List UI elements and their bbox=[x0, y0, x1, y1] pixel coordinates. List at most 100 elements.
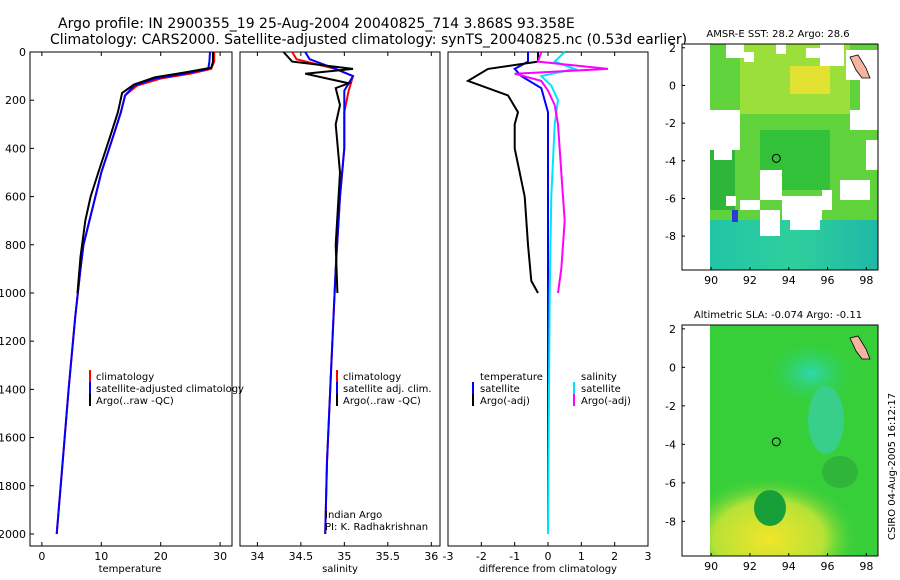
x-tick-label: 2 bbox=[611, 550, 618, 563]
temperature-xlabel: temperature bbox=[99, 564, 162, 575]
map-y-tick-label: -4 bbox=[665, 155, 676, 168]
x-tick-label: 3 bbox=[645, 550, 652, 563]
y-tick-label: 1600 bbox=[0, 432, 26, 445]
x-tick-label: -1 bbox=[509, 550, 520, 563]
salinity-legend: climatology satellite adj. clim. Argo(..… bbox=[336, 370, 432, 407]
x-tick-label: 0 bbox=[545, 550, 552, 563]
plot-title-line1: Argo profile: IN 2900355_19 25-Aug-2004 … bbox=[58, 16, 575, 32]
annotation-indian-argo: Indian Argo bbox=[325, 510, 382, 521]
depth-axis: 0 200 400 600 800 1000 1200 1400 1600 1800 2000 bbox=[0, 46, 34, 541]
series-line bbox=[55, 52, 216, 535]
x-tick-label: 10 bbox=[94, 550, 108, 563]
y-tick-label: 400 bbox=[5, 142, 26, 155]
legend-heading-salinity: salinity bbox=[581, 372, 617, 383]
y-tick-label: 1200 bbox=[0, 335, 26, 348]
island-landmass bbox=[849, 54, 871, 79]
series-line bbox=[76, 52, 214, 294]
map-x-tick-label: 98 bbox=[859, 274, 873, 287]
x-tick-label: -2 bbox=[476, 550, 487, 563]
map-y-tick-label: -2 bbox=[665, 400, 676, 413]
series-line bbox=[513, 52, 549, 534]
map-y-tick-label: -8 bbox=[665, 515, 676, 528]
x-tick-label: 34 bbox=[250, 550, 264, 563]
y-tick-label: 0 bbox=[19, 46, 26, 59]
x-tick-label: 20 bbox=[154, 550, 168, 563]
sst-map-panel: AMSR-E SST: 28.2 Argo: 28.6 bbox=[665, 29, 879, 287]
sst-heatmap bbox=[682, 44, 878, 270]
map-x-tick-label: 94 bbox=[782, 560, 796, 573]
x-tick-label: 35 bbox=[337, 550, 351, 563]
sst-map-frame bbox=[681, 43, 879, 271]
difference-xlabel: difference from climatology bbox=[479, 564, 617, 575]
map-y-tick-label: -2 bbox=[665, 117, 676, 130]
sla-heatmap bbox=[682, 325, 878, 556]
x-tick-label: 0 bbox=[38, 550, 45, 563]
legend-label-satellite: satellite adj. clim. bbox=[343, 384, 432, 395]
map-y-tick-label: -6 bbox=[665, 192, 676, 205]
map-y-tick-label: -8 bbox=[665, 230, 676, 243]
series-line bbox=[282, 51, 354, 294]
sst-map-title: AMSR-E SST: 28.2 Argo: 28.6 bbox=[706, 29, 849, 40]
legend-label-climatology: climatology bbox=[96, 372, 154, 383]
map-y-tick-label: 0 bbox=[669, 79, 676, 92]
legend-label-sal-satellite: satellite bbox=[581, 384, 621, 395]
map-y-tick-label: 2 bbox=[669, 42, 676, 55]
series-line bbox=[55, 51, 211, 535]
legend-label-climatology: climatology bbox=[343, 372, 401, 383]
map-x-tick-label: 90 bbox=[704, 274, 718, 287]
x-tick-label: 1 bbox=[578, 550, 585, 563]
temperature-legend: climatology satellite-adjusted climatolo… bbox=[89, 370, 244, 407]
x-tick-label: 35.5 bbox=[376, 550, 401, 563]
map-x-tick-label: 96 bbox=[821, 274, 835, 287]
difference-legend-temperature: temperature satellite Argo(-adj) bbox=[472, 372, 543, 407]
map-y-tick-label: 2 bbox=[669, 323, 676, 336]
difference-legend-salinity: salinity satellite Argo(-adj) bbox=[573, 372, 631, 407]
map-x-tick-label: 94 bbox=[782, 274, 796, 287]
map-x-tick-label: 92 bbox=[743, 560, 757, 573]
sst-map-axes: 90 92 94 96 98 2 0 -2 -4 -6 -8 bbox=[665, 42, 873, 287]
sla-map-axes: 90 92 94 96 98 2 0 -2 -4 -6 -8 bbox=[665, 323, 873, 573]
map-x-tick-label: 90 bbox=[704, 560, 718, 573]
map-y-tick-label: -6 bbox=[665, 477, 676, 490]
legend-label-argo: Argo(..raw -QC) bbox=[343, 396, 421, 407]
difference-x-axis: -3 -2 -1 0 1 2 3 bbox=[443, 52, 652, 563]
legend-label-satellite: satellite-adjusted climatology bbox=[96, 384, 244, 395]
legend-label-temp-satellite: satellite bbox=[480, 384, 520, 395]
map-y-tick-label: -4 bbox=[665, 438, 676, 451]
salinity-series bbox=[282, 51, 355, 535]
x-tick-label: -3 bbox=[443, 550, 454, 563]
series-line bbox=[465, 52, 539, 294]
map-x-tick-label: 96 bbox=[821, 560, 835, 573]
sla-map-frame bbox=[681, 324, 879, 557]
map-y-tick-label: 0 bbox=[669, 361, 676, 374]
sla-map-title: Altimetric SLA: -0.074 Argo: -0.11 bbox=[694, 310, 862, 321]
x-tick-label: 30 bbox=[213, 550, 227, 563]
island-landmass bbox=[849, 335, 871, 360]
legend-heading-temperature: temperature bbox=[480, 372, 543, 383]
map-x-tick-label: 98 bbox=[859, 560, 873, 573]
y-tick-label: 1400 bbox=[0, 383, 26, 396]
temperature-x-axis: 0 10 20 30 bbox=[38, 52, 227, 563]
map-x-tick-label: 92 bbox=[743, 274, 757, 287]
y-tick-label: 600 bbox=[5, 191, 26, 204]
y-tick-label: 1800 bbox=[0, 480, 26, 493]
plot-title-line2: Climatology: CARS2000. Satellite-adjuste… bbox=[50, 32, 687, 48]
salinity-panel: 34 34.5 35 35.5 36 salinity climatology sate… bbox=[239, 51, 441, 575]
sla-map-panel: Altimetric SLA: -0.074 Argo: -0.11 90 92 9… bbox=[665, 310, 879, 573]
difference-series bbox=[465, 51, 609, 535]
series-line bbox=[514, 51, 609, 294]
legend-label-sal-argo: Argo(-adj) bbox=[581, 396, 631, 407]
y-tick-label: 2000 bbox=[0, 528, 26, 541]
side-timestamp-label: CSIRO 04-Aug-2005 16:12:17 bbox=[887, 393, 898, 540]
temperature-axes-frame bbox=[29, 51, 233, 547]
y-tick-label: 800 bbox=[5, 239, 26, 252]
argo-position-marker bbox=[771, 437, 781, 447]
salinity-xlabel: salinity bbox=[322, 564, 358, 575]
series-line bbox=[304, 51, 355, 535]
temperature-panel: 0 200 400 600 800 1000 1200 1400 1600 1800 2000 0 1… bbox=[0, 46, 244, 575]
x-tick-label: 34.5 bbox=[289, 550, 314, 563]
x-tick-label: 36 bbox=[424, 550, 438, 563]
salinity-x-axis: 34 34.5 35 35.5 36 bbox=[250, 52, 438, 563]
annotation-pi: PI: K. Radhakrishnan bbox=[325, 522, 428, 533]
